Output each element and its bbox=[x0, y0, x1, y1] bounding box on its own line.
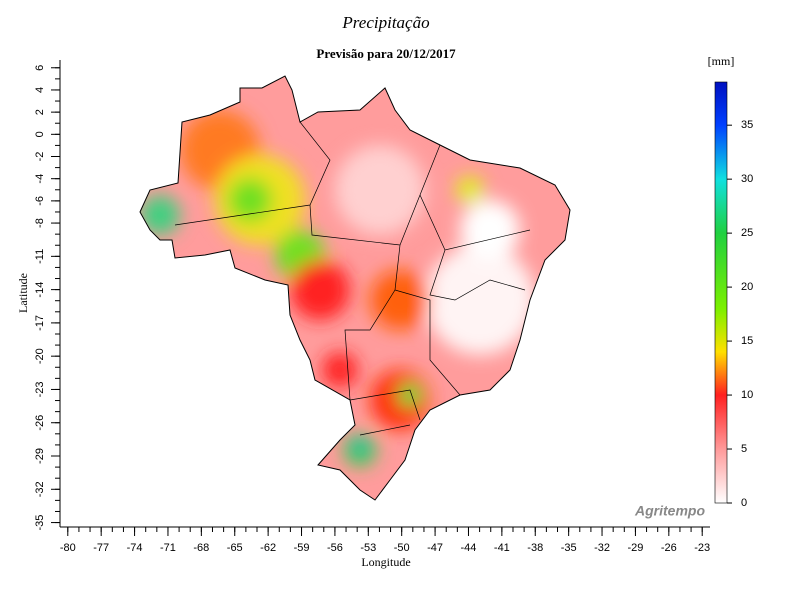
x-tick-label: -23 bbox=[694, 542, 710, 554]
chart-subtitle: Previsão para 20/12/2017 bbox=[316, 46, 456, 61]
x-tick-label: -56 bbox=[327, 542, 343, 554]
y-tick-label: 0 bbox=[34, 131, 46, 137]
y-tick-label: -14 bbox=[34, 282, 46, 298]
x-tick-label: -77 bbox=[93, 542, 109, 554]
y-tick-label: -6 bbox=[34, 196, 46, 206]
x-tick-label: -26 bbox=[661, 542, 677, 554]
x-tick-label: -65 bbox=[227, 542, 243, 554]
y-tick-label: -11 bbox=[34, 249, 46, 264]
x-tick-label: -80 bbox=[60, 542, 76, 554]
watermark: Agritempo bbox=[634, 503, 705, 519]
x-axis-label: Longitude bbox=[361, 555, 410, 569]
y-tick-label: -2 bbox=[34, 152, 46, 162]
y-tick-label: -32 bbox=[34, 481, 46, 497]
x-tick-label: -59 bbox=[294, 542, 310, 554]
y-tick-label: -29 bbox=[34, 448, 46, 464]
colorbar-tick-label: 25 bbox=[741, 227, 753, 239]
x-tick-label: -32 bbox=[594, 542, 610, 554]
y-tick-label: 2 bbox=[34, 109, 46, 115]
x-tick-label: -38 bbox=[527, 542, 543, 554]
y-tick-label: 4 bbox=[34, 87, 46, 93]
colorbar bbox=[714, 81, 728, 504]
x-tick-label: -50 bbox=[394, 542, 410, 554]
y-axis-label: Latitude bbox=[16, 273, 30, 313]
y-tick-label: -26 bbox=[34, 415, 46, 431]
x-tick-label: -41 bbox=[494, 542, 510, 554]
state-borders bbox=[174, 121, 531, 436]
colorbar-tick-label: 20 bbox=[741, 281, 753, 293]
y-tick-label: -23 bbox=[34, 381, 46, 397]
y-tick-label: 6 bbox=[34, 65, 46, 71]
x-tick-label: -29 bbox=[627, 542, 643, 554]
country-border bbox=[139, 75, 571, 501]
colorbar-tick-label: 0 bbox=[741, 497, 747, 509]
y-tick-label: -4 bbox=[34, 174, 46, 184]
x-tick-label: -68 bbox=[193, 542, 209, 554]
y-tick-label: -35 bbox=[34, 515, 46, 531]
x-tick-label: -71 bbox=[160, 542, 176, 554]
x-tick-label: -47 bbox=[427, 542, 443, 554]
x-tick-label: -74 bbox=[127, 542, 143, 554]
colorbar-unit: [mm] bbox=[708, 54, 735, 68]
x-tick-label: -44 bbox=[461, 542, 477, 554]
y-tick-label: -8 bbox=[34, 218, 46, 228]
chart-title: Precipitação bbox=[341, 13, 429, 32]
x-tick-label: -53 bbox=[360, 542, 376, 554]
x-tick-label: -35 bbox=[561, 542, 577, 554]
x-tick-label: -62 bbox=[260, 542, 276, 554]
colorbar-tick-label: 5 bbox=[741, 443, 747, 455]
colorbar-tick-label: 35 bbox=[741, 119, 753, 131]
y-tick-label: -20 bbox=[34, 348, 46, 364]
precipitation-field bbox=[140, 76, 570, 500]
colorbar-tick-label: 10 bbox=[741, 389, 753, 401]
y-tick-label: -17 bbox=[34, 315, 46, 331]
colorbar-tick-label: 30 bbox=[741, 173, 753, 185]
colorbar-tick-label: 15 bbox=[741, 335, 753, 347]
